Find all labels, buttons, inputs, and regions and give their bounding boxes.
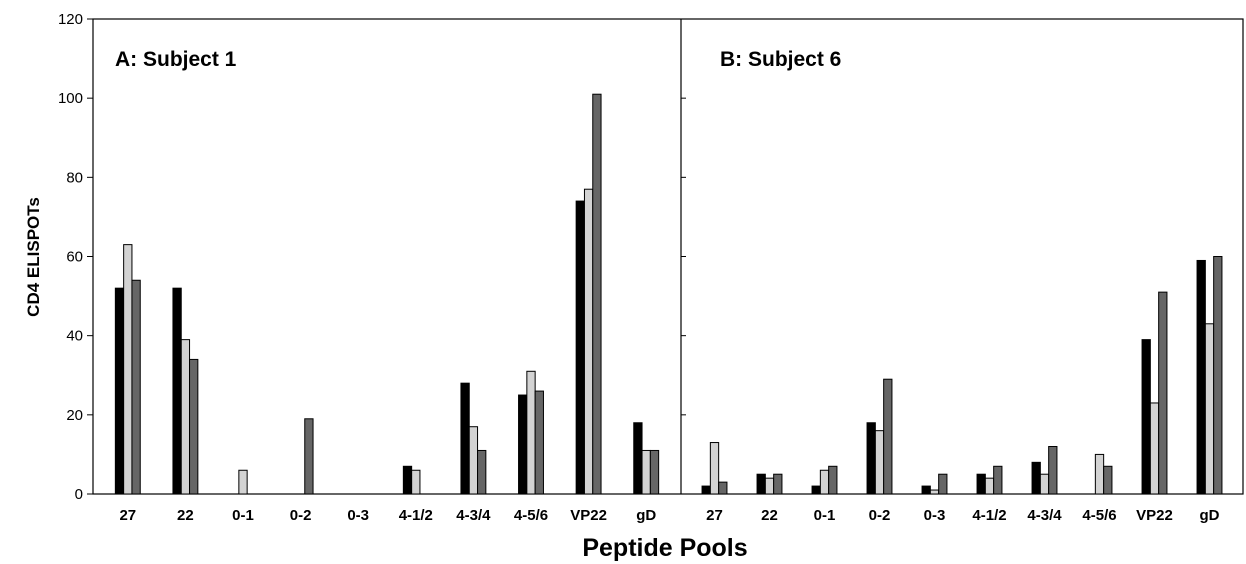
bar-series-2 — [709, 442, 720, 495]
x-tick-label: 4-5/6 — [514, 507, 548, 524]
x-tick-label: 0-1 — [814, 507, 836, 524]
chart-axes: 0 20 40 60 80 100 120 — [58, 11, 1244, 503]
panel-subject-1: A: Subject 1 27 22 0-1 0-2 0-3 4-1/2 4-3/4 4-5/6… — [114, 48, 660, 524]
bar-series-3 — [1158, 291, 1168, 495]
bar-series-1 — [921, 485, 931, 495]
bar-series-3 — [828, 465, 838, 495]
bar-series-3 — [649, 449, 660, 495]
bar-series-3 — [773, 473, 783, 495]
bar-series-1 — [756, 473, 766, 495]
bar-series-2 — [764, 477, 775, 495]
x-tick-label: gD — [1200, 507, 1220, 524]
bar-series-2 — [1039, 473, 1050, 495]
bar-series-1 — [1141, 339, 1151, 495]
bar-series-2 — [468, 426, 479, 495]
bar-series-2 — [180, 339, 191, 495]
y-tick-label: 0 — [75, 486, 83, 503]
x-tick-label: 22 — [177, 507, 194, 524]
bar-series-1 — [866, 422, 876, 495]
bar-series-1 — [811, 485, 821, 495]
y-tick-label: 20 — [66, 407, 83, 424]
bar-series-1 — [518, 394, 528, 495]
y-tick-label: 80 — [66, 169, 83, 186]
x-tick-label: 4-3/4 — [456, 507, 491, 524]
bar-series-1 — [172, 287, 182, 495]
x-axis-label: Peptide Pools — [582, 534, 747, 562]
bar-series-2 — [819, 469, 830, 495]
bar-series-1 — [402, 465, 413, 495]
y-tick-label: 120 — [58, 11, 83, 28]
bar-series-2 — [929, 489, 940, 495]
bar-series-3 — [592, 93, 602, 495]
bar-series-3 — [189, 358, 199, 495]
bar-series-3 — [883, 378, 893, 495]
bar-series-2 — [583, 188, 594, 495]
x-tick-label: 4-1/2 — [972, 507, 1006, 524]
bar-series-3 — [1213, 256, 1223, 495]
x-tick-label: 0-3 — [347, 507, 369, 524]
x-tick-label: gD — [636, 507, 656, 524]
bar-series-2 — [1094, 453, 1105, 495]
y-tick-label: 100 — [58, 90, 83, 107]
bar-series-2 — [411, 469, 421, 495]
x-tick-label: 0-2 — [290, 507, 312, 524]
bar-series-2 — [526, 370, 536, 495]
plot-frame — [92, 18, 1244, 495]
bar-series-1 — [460, 382, 470, 495]
bar-series-1 — [633, 422, 643, 495]
x-tick-label: VP22 — [570, 507, 607, 524]
bar-series-1 — [1031, 461, 1041, 495]
x-tick-label: 4-1/2 — [399, 507, 433, 524]
bar-series-2 — [874, 430, 885, 495]
y-tick-label: 60 — [66, 249, 83, 266]
bar-series-3 — [938, 473, 948, 495]
x-tick-label: 0-3 — [924, 507, 946, 524]
x-tick-label: 4-3/4 — [1027, 507, 1062, 524]
x-tick-label: 27 — [706, 507, 723, 524]
bar-series-2 — [1204, 323, 1215, 495]
bar-series-3 — [718, 481, 728, 495]
bar-series-2 — [984, 477, 995, 495]
x-tick-label: 0-1 — [232, 507, 254, 524]
bar-series-1 — [114, 287, 125, 495]
bar-series-2 — [238, 469, 248, 495]
x-tick-label: 0-2 — [869, 507, 891, 524]
bar-series-3 — [1048, 446, 1058, 495]
y-tick-label: 40 — [66, 328, 83, 345]
panel-title: B: Subject 6 — [720, 48, 841, 71]
bar-series-3 — [304, 418, 314, 495]
bar-series-1 — [976, 473, 986, 495]
y-axis-label: CD4 ELISPOTs — [24, 197, 43, 317]
bar-series-2 — [641, 449, 651, 495]
x-tick-label: 4-5/6 — [1082, 507, 1116, 524]
bar-series-1 — [1196, 259, 1206, 495]
x-tick-label: 27 — [119, 507, 136, 524]
panel-subject-6: B: Subject 6 27 22 0-1 0-2 0-3 4-1/2 4-3/4 4-5/6… — [701, 48, 1223, 524]
bar-series-3 — [1103, 465, 1113, 495]
bar-series-3 — [993, 465, 1003, 495]
bar-series-3 — [131, 279, 141, 495]
bar-series-2 — [123, 244, 133, 495]
x-tick-label: 22 — [761, 507, 778, 524]
bar-series-3 — [534, 390, 544, 495]
panel-title: A: Subject 1 — [115, 48, 237, 71]
x-tick-label: VP22 — [1136, 507, 1173, 524]
bar-series-1 — [701, 485, 711, 495]
bar-series-2 — [1149, 402, 1160, 495]
bar-series-3 — [477, 449, 487, 495]
bar-series-1 — [575, 200, 585, 495]
